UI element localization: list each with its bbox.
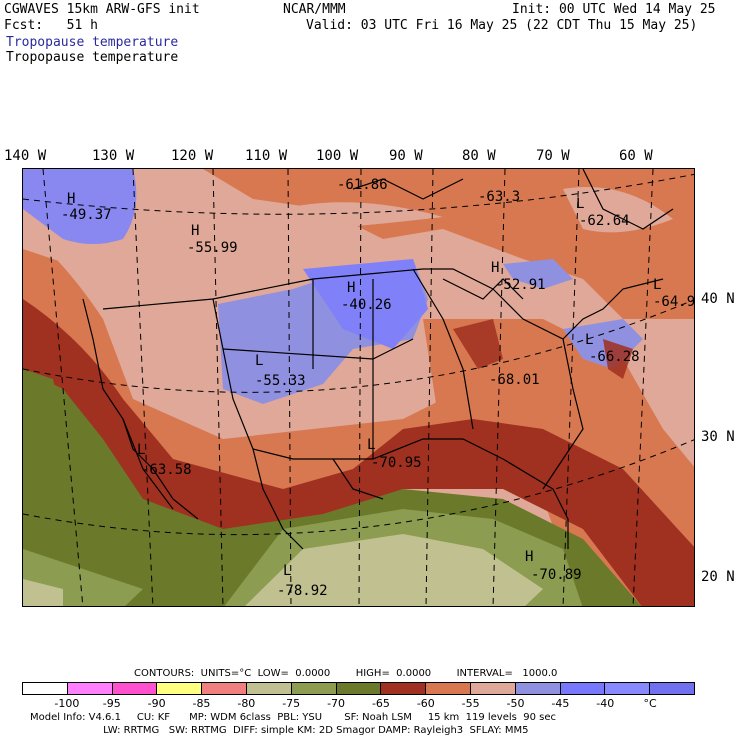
- color-bar-tick: -90: [147, 697, 166, 710]
- center-value: -52.91: [495, 277, 546, 293]
- color-bar-swatch: [650, 683, 694, 694]
- center-type: L: [255, 353, 264, 369]
- center-value: -55.99: [187, 240, 238, 256]
- center-type: H: [191, 223, 200, 239]
- color-bar-swatch: [560, 683, 606, 694]
- center-value: -40.26: [341, 297, 392, 313]
- lat-label: 30 N: [701, 429, 735, 445]
- color-bar-swatch: [605, 683, 651, 694]
- init-time: Init: 00 UTC Wed 14 May 25: [512, 2, 716, 17]
- color-bar-swatch: [67, 683, 113, 694]
- lon-label: 70 W: [536, 148, 570, 164]
- lon-label: 100 W: [316, 148, 359, 164]
- center-type: L: [653, 277, 662, 293]
- lat-label: 40 N: [701, 291, 735, 307]
- center-value: -64.9: [653, 294, 695, 310]
- color-bar-tick: -85: [192, 697, 211, 710]
- center-value: -62.64: [579, 213, 630, 229]
- center-value: -68.01: [489, 372, 540, 388]
- center-type: L: [585, 332, 594, 348]
- color-bar-swatch: [470, 683, 516, 694]
- contours-info: CONTOURS: UNITS=°C LOW= 0.0000 HIGH= 0.0…: [134, 668, 558, 679]
- color-bar: [22, 682, 695, 695]
- center-type: H: [67, 191, 76, 207]
- color-bar-swatch: [112, 683, 158, 694]
- color-bar-tick: -45: [551, 697, 570, 710]
- color-bar-tick: -100: [54, 697, 80, 710]
- color-bar-tick: -75: [282, 697, 301, 710]
- lon-label: 60 W: [619, 148, 653, 164]
- color-bar-tick: -70: [327, 697, 346, 710]
- model-info-line2: LW: RRTMG SW: RRTMG DIFF: simple KM: 2D …: [30, 725, 529, 736]
- center-type: L: [137, 442, 146, 458]
- model-title: CGWAVES 15km ARW-GFS init: [4, 2, 200, 17]
- lon-label: 90 W: [389, 148, 423, 164]
- color-bar-swatch: [515, 683, 561, 694]
- color-bar-swatch: [23, 683, 68, 694]
- color-bar-tick: -40: [596, 697, 615, 710]
- field-title: Tropopause temperature: [6, 50, 179, 65]
- lon-label: 120 W: [171, 148, 214, 164]
- color-bar-tick: -80: [237, 697, 256, 710]
- color-bar-swatch: [381, 683, 427, 694]
- center-type: L: [283, 563, 292, 579]
- valid-time: Valid: 03 UTC Fri 16 May 25 (22 CDT Thu …: [306, 18, 698, 33]
- color-bar-swatch: [246, 683, 292, 694]
- color-bar-tick: -95: [102, 697, 121, 710]
- center-value: -63.3: [478, 189, 521, 205]
- tropopause-field: [23, 169, 694, 606]
- forecast-hour: Fcst: 51 h: [4, 18, 98, 33]
- center-type: H: [347, 280, 356, 296]
- lon-label: 130 W: [92, 148, 135, 164]
- center-type: L: [367, 437, 376, 453]
- lon-label: 110 W: [245, 148, 288, 164]
- center-type: H: [525, 549, 534, 565]
- color-bar-tick: °C: [643, 697, 657, 710]
- lon-label: 80 W: [462, 148, 496, 164]
- center-value: -63.58: [141, 462, 192, 478]
- center-value: -70.95: [371, 455, 422, 471]
- lon-label: 140 W: [4, 148, 47, 164]
- color-bar-tick: -55: [461, 697, 480, 710]
- center-value: -70.89: [531, 567, 582, 583]
- color-bar-swatch: [426, 683, 471, 694]
- color-bar-swatch: [157, 683, 203, 694]
- center-name: NCAR/MMM: [283, 2, 346, 17]
- center-value: -78.92: [277, 583, 328, 599]
- color-bar-tick: -65: [371, 697, 390, 710]
- color-bar-tick: -60: [416, 697, 435, 710]
- center-value: -61.86: [337, 177, 388, 193]
- center-type: L: [576, 196, 585, 212]
- color-bar-tick: -50: [506, 697, 525, 710]
- center-value: -55.33: [255, 373, 306, 389]
- color-bar-swatch: [202, 683, 247, 694]
- color-bar-swatch: [336, 683, 382, 694]
- lat-label: 20 N: [701, 569, 735, 585]
- center-value: -66.28: [589, 349, 640, 365]
- center-type: H: [491, 260, 500, 276]
- field-title-colored: Tropopause temperature: [6, 35, 179, 50]
- model-info-line1: Model Info: V4.6.1 CU: KF MP: WDM 6class…: [30, 712, 556, 723]
- center-value: -49.37: [61, 207, 112, 223]
- color-bar-swatch: [291, 683, 337, 694]
- map-panel: H -49.37 H -55.99 -61.86 -63.3 L -62.64 …: [22, 168, 695, 607]
